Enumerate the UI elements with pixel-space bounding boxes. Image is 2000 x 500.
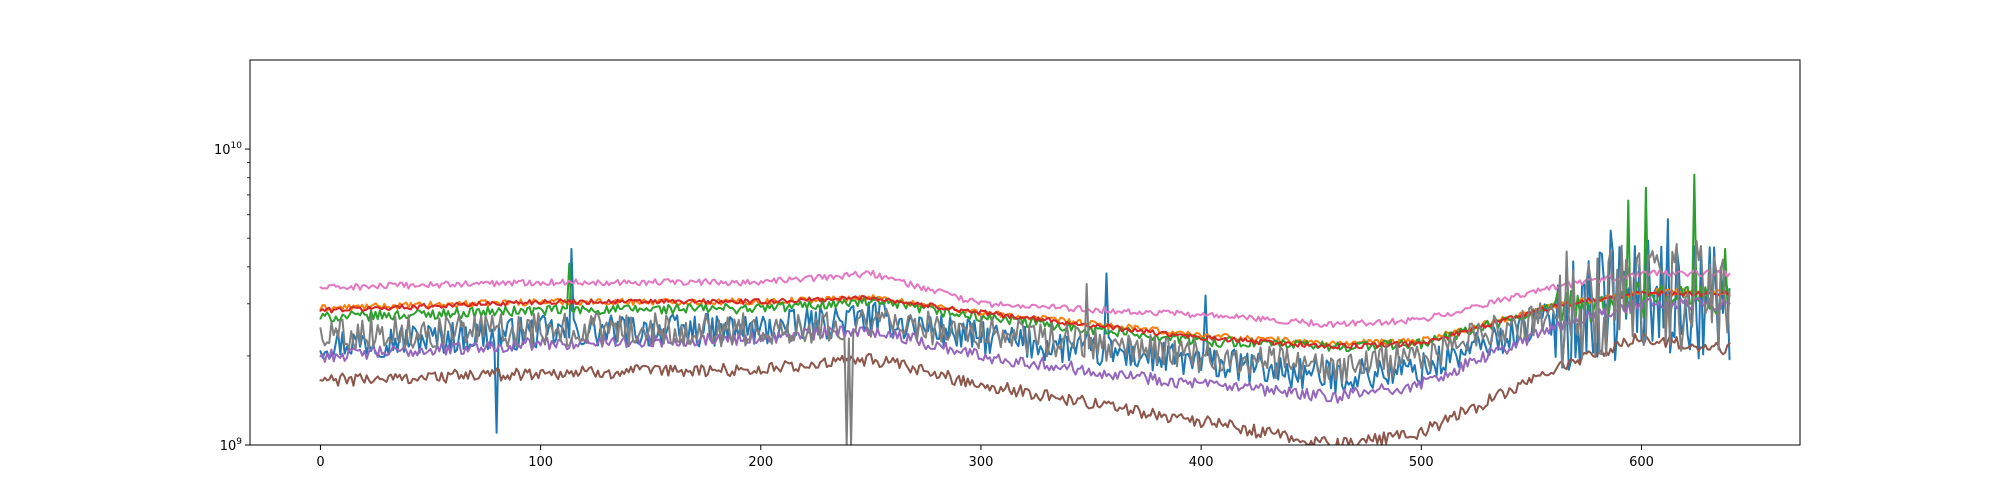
x-tick-label: 100 (528, 455, 553, 470)
series-line-6 (319, 333, 1731, 445)
series-line-5 (319, 296, 1731, 404)
series-line-1 (319, 218, 1731, 434)
y-tick-label: 1010 (214, 141, 242, 158)
y-tick-label-base: 10 (220, 439, 237, 454)
series-line-8 (319, 239, 1731, 445)
x-axis: 0 100 200 300 400 500 600 (316, 445, 1654, 470)
x-tick-label: 200 (748, 455, 773, 470)
y-tick-label-exponent: 10 (231, 141, 243, 151)
series-line-4 (319, 290, 1731, 350)
y-tick-label-exponent: 9 (236, 437, 242, 447)
series-layer (319, 173, 1731, 445)
y-tick-label-base: 10 (214, 143, 231, 158)
x-tick-label: 600 (1629, 455, 1654, 470)
y-tick-label: 109 (220, 437, 243, 454)
x-tick-label: 300 (969, 455, 994, 470)
series-line-7 (319, 269, 1731, 329)
plot-area-frame (249, 59, 1801, 446)
x-tick-label: 500 (1409, 455, 1434, 470)
x-tick-label: 0 (316, 455, 324, 470)
x-tick-label: 400 (1189, 455, 1214, 470)
